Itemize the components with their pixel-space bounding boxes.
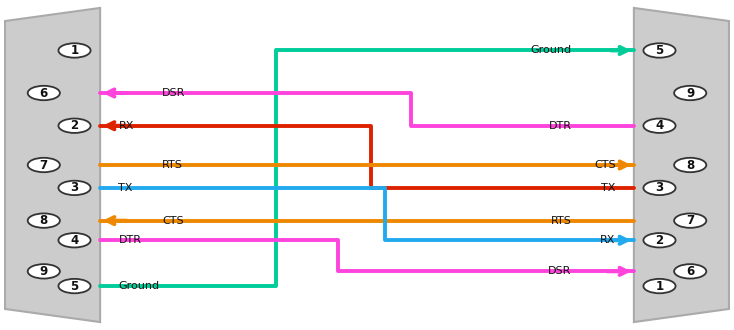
Circle shape — [59, 181, 90, 195]
Text: RTS: RTS — [551, 215, 572, 226]
Circle shape — [644, 233, 675, 248]
Polygon shape — [634, 8, 729, 322]
Text: DSR: DSR — [162, 88, 186, 98]
Text: TX: TX — [601, 183, 616, 193]
Circle shape — [28, 158, 60, 172]
Text: 2: 2 — [655, 234, 664, 247]
Text: 3: 3 — [70, 182, 79, 194]
Text: RTS: RTS — [162, 160, 183, 170]
Text: 3: 3 — [655, 182, 664, 194]
Text: 9: 9 — [686, 86, 694, 100]
Circle shape — [644, 181, 675, 195]
Text: 9: 9 — [40, 265, 48, 278]
Circle shape — [28, 214, 60, 228]
Circle shape — [644, 118, 675, 133]
Text: 4: 4 — [70, 234, 79, 247]
Circle shape — [59, 43, 90, 58]
Circle shape — [59, 118, 90, 133]
Circle shape — [28, 264, 60, 279]
Text: RX: RX — [118, 121, 134, 131]
Text: Ground: Ground — [118, 281, 159, 291]
Circle shape — [674, 214, 706, 228]
Circle shape — [674, 264, 706, 279]
Text: DSR: DSR — [548, 266, 572, 276]
Text: 6: 6 — [40, 86, 48, 100]
Circle shape — [59, 279, 90, 293]
Circle shape — [644, 43, 675, 58]
Circle shape — [674, 158, 706, 172]
Text: RX: RX — [600, 235, 616, 245]
Text: 6: 6 — [686, 265, 694, 278]
Text: 8: 8 — [686, 158, 694, 172]
Text: 2: 2 — [70, 119, 79, 132]
Text: CTS: CTS — [162, 215, 184, 226]
Text: 8: 8 — [40, 214, 48, 227]
Text: 5: 5 — [70, 280, 79, 293]
Text: TX: TX — [118, 183, 133, 193]
Text: DTR: DTR — [118, 235, 142, 245]
Text: 7: 7 — [686, 214, 694, 227]
Text: 7: 7 — [40, 158, 48, 172]
Circle shape — [28, 86, 60, 100]
Text: Ground: Ground — [531, 46, 572, 55]
Circle shape — [674, 86, 706, 100]
Text: 4: 4 — [655, 119, 664, 132]
Text: 5: 5 — [655, 44, 664, 57]
Text: CTS: CTS — [594, 160, 616, 170]
Circle shape — [59, 233, 90, 248]
Circle shape — [644, 279, 675, 293]
Text: 1: 1 — [70, 44, 79, 57]
Polygon shape — [5, 8, 100, 322]
Text: 1: 1 — [655, 280, 664, 293]
Text: DTR: DTR — [549, 121, 572, 131]
